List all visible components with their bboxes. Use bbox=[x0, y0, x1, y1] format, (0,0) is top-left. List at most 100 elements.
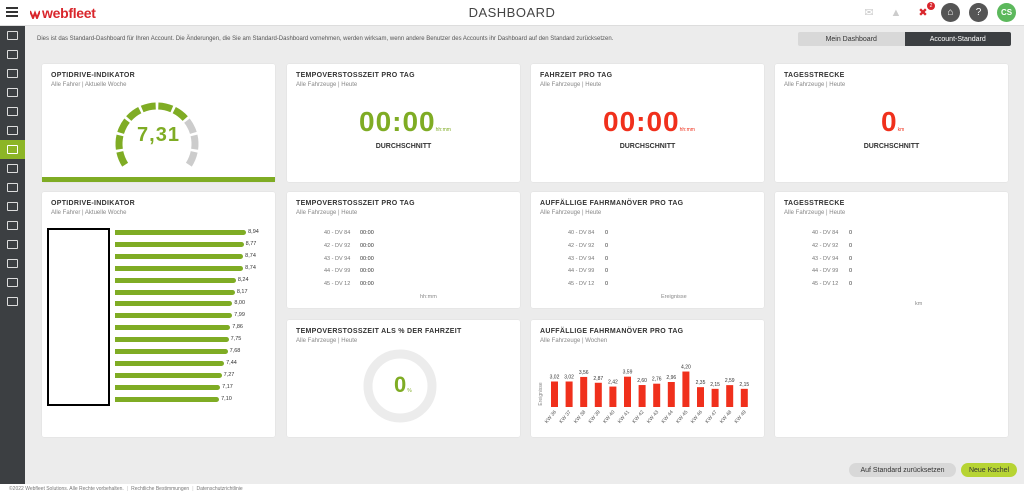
user-icon bbox=[7, 240, 18, 249]
list-footer: Ereignisse bbox=[661, 294, 687, 300]
optidrive-value: 7,27 bbox=[223, 371, 235, 378]
sidebar-item-users[interactable] bbox=[0, 235, 25, 254]
card-distance-list[interactable]: TAGESSTRECKE Alle Fahrzeuge | Heute 40 -… bbox=[775, 192, 1008, 437]
driving-value: 00:00hh:mm bbox=[603, 106, 695, 138]
week-bar bbox=[565, 381, 573, 407]
distance-unit: km bbox=[897, 127, 905, 133]
card-title: OPTIDRIVE-INDIKATOR bbox=[51, 200, 135, 207]
sidebar-item-reports[interactable] bbox=[0, 159, 25, 178]
driving-time: 00:00 bbox=[603, 106, 680, 137]
card-driving-time[interactable]: FAHRZEIT PRO TAG Alle Fahrzeuge | Heute … bbox=[531, 64, 764, 182]
week-bar bbox=[682, 371, 690, 407]
week-bar bbox=[580, 376, 588, 407]
week-category-label: KW 37 bbox=[558, 409, 572, 425]
sidebar-item-calendar[interactable] bbox=[0, 197, 25, 216]
optidrive-bar bbox=[115, 337, 229, 343]
row-label: 45 - DV 12 bbox=[812, 281, 839, 288]
week-category-label: KW 48 bbox=[719, 409, 733, 425]
optidrive-value: 8,74 bbox=[245, 252, 256, 259]
tools-icon[interactable]: ✖ 2 bbox=[914, 1, 935, 22]
card-speeding-time[interactable]: TEMPOVERSTOSSZEIT PRO TAG Alle Fahrzeuge… bbox=[287, 64, 520, 182]
card-title: TAGESSTRECKE bbox=[784, 200, 845, 207]
sidebar-item-areas[interactable] bbox=[0, 216, 25, 235]
avatar[interactable]: CS bbox=[997, 3, 1016, 22]
row-label: 40 - DV 84 bbox=[812, 230, 839, 236]
sidebar-item-dashboard[interactable] bbox=[0, 140, 25, 159]
card-speeding-list[interactable]: TEMPOVERSTOSSZEIT PRO TAG Alle Fahrzeuge… bbox=[287, 192, 520, 308]
car-icon bbox=[7, 50, 18, 59]
sidebar-item-alerts[interactable] bbox=[0, 102, 25, 121]
footer: ©2022 Webfleet Solutions. Alle Rechte vo… bbox=[0, 484, 1024, 494]
gauge-segment bbox=[116, 151, 129, 167]
list-footer: km bbox=[915, 301, 923, 307]
card-optidrive-ranking[interactable]: OPTIDRIVE-INDIKATOR Alle Fahrer | Aktuel… bbox=[42, 192, 275, 437]
card-maneuvers-list[interactable]: AUFFÄLLIGE FAHRMANÖVER PRO TAG Alle Fahr… bbox=[531, 192, 764, 308]
sidebar-item-settings[interactable] bbox=[0, 292, 25, 311]
new-tile-button[interactable]: Neue Kachel bbox=[961, 463, 1017, 477]
card-subtitle: Alle Fahrzeuge | Wochen bbox=[540, 338, 608, 344]
help-icon[interactable]: ? bbox=[969, 3, 988, 22]
warning-icon[interactable]: ▲ bbox=[890, 6, 902, 19]
sidebar-item-map[interactable] bbox=[0, 26, 25, 45]
driving-unit: hh:mm bbox=[679, 127, 695, 133]
week-bar-label: 3,02 bbox=[564, 374, 574, 380]
week-category-label: KW 44 bbox=[661, 409, 675, 425]
sidebar-item-apps[interactable] bbox=[0, 273, 25, 292]
reset-standard-button[interactable]: Auf Standard zurücksetzen bbox=[849, 463, 956, 477]
tab-my-dashboard[interactable]: Mein Dashboard bbox=[798, 32, 905, 46]
card-speeding-percent[interactable]: TEMPOVERSTOSSZEIT ALS % DER FAHRZEIT All… bbox=[287, 320, 520, 437]
card-maneuvers-weekly[interactable]: AUFFÄLLIGE FAHRMANÖVER PRO TAG Alle Fahr… bbox=[531, 320, 764, 437]
row-label: 40 - DV 84 bbox=[568, 230, 595, 236]
driver-names-box bbox=[47, 228, 110, 406]
week-category-label: KW 43 bbox=[646, 409, 660, 425]
week-category-label: KW 40 bbox=[602, 409, 616, 425]
row-label: 44 - DV 99 bbox=[324, 268, 351, 275]
row-label: 42 - DV 92 bbox=[812, 242, 839, 249]
row-label: 42 - DV 92 bbox=[324, 242, 351, 249]
week-bar-label: 3,56 bbox=[579, 370, 589, 376]
sidebar-item-drivers[interactable] bbox=[0, 64, 25, 83]
card-optidrive-gauge[interactable]: OPTIDRIVE-INDIKATOR Alle Fahrer | Aktuel… bbox=[42, 64, 275, 182]
gauge-segment bbox=[184, 118, 197, 135]
legal-link[interactable]: Rechtliche Bestimmungen bbox=[131, 486, 190, 492]
week-bar bbox=[609, 386, 617, 407]
optidrive-bar bbox=[115, 289, 235, 295]
optidrive-bar bbox=[115, 360, 225, 366]
sidebar-item-devices[interactable] bbox=[0, 178, 25, 197]
card-subtitle: Alle Fahrzeuge | Heute bbox=[540, 210, 602, 216]
gauge-segment bbox=[185, 151, 198, 167]
row-label: 45 - DV 12 bbox=[568, 281, 595, 288]
card-title: TAGESSTRECKE bbox=[784, 72, 845, 79]
gauge-baseline bbox=[42, 177, 275, 182]
sidebar-item-integrations[interactable] bbox=[0, 254, 25, 273]
mail-icon[interactable]: ✉ bbox=[864, 7, 874, 19]
optidrive-bar bbox=[115, 265, 244, 271]
sidebar-item-orders[interactable] bbox=[0, 83, 25, 102]
row-label: 42 - DV 92 bbox=[568, 242, 595, 249]
card-daily-distance[interactable]: TAGESSTRECKE Alle Fahrzeuge | Heute 0km … bbox=[775, 64, 1008, 182]
week-bar-label: 3,02 bbox=[550, 374, 560, 380]
week-bar bbox=[667, 382, 675, 407]
sidebar-item-vehicles[interactable] bbox=[0, 45, 25, 64]
speeding-time: 00:00 bbox=[359, 106, 436, 137]
week-bar bbox=[740, 388, 748, 407]
tab-account-standard[interactable]: Account-Standard bbox=[904, 32, 1011, 46]
week-bar bbox=[697, 387, 704, 407]
optidrive-bar bbox=[115, 384, 221, 390]
optidrive-bar bbox=[115, 301, 233, 307]
gauge-segment bbox=[172, 107, 188, 122]
privacy-link[interactable]: Datenschutzrichtlinie bbox=[196, 486, 243, 492]
card-title: TEMPOVERSTOSSZEIT PRO TAG bbox=[296, 200, 415, 207]
sidebar bbox=[0, 26, 25, 494]
sidebar-item-maintenance[interactable] bbox=[0, 121, 25, 140]
optidrive-bar bbox=[115, 253, 244, 259]
menu-icon[interactable] bbox=[6, 7, 18, 17]
card-title: AUFFÄLLIGE FAHRMANÖVER PRO TAG bbox=[540, 200, 684, 207]
webfleet-logo[interactable]: webfleet bbox=[29, 5, 96, 21]
row-value: 0 bbox=[605, 255, 609, 262]
optidrive-value: 7,10 bbox=[221, 395, 232, 402]
row-label: 40 - DV 84 bbox=[324, 230, 351, 236]
week-bar bbox=[624, 376, 631, 407]
account-icon[interactable]: ⌂ bbox=[941, 3, 960, 22]
speeding-value: 00:00hh:mm bbox=[359, 106, 451, 138]
